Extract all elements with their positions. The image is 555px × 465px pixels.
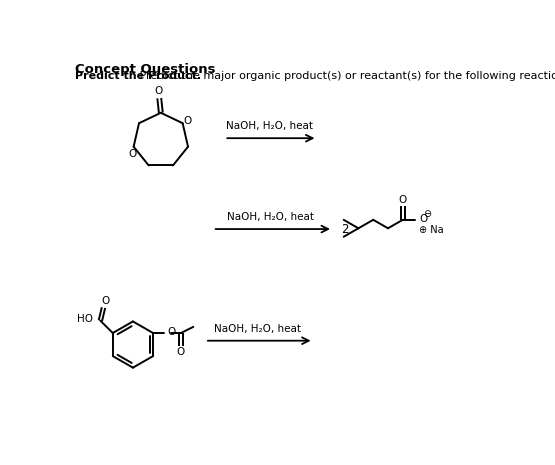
- Text: O: O: [128, 149, 136, 159]
- Text: 2: 2: [341, 223, 348, 236]
- Text: O: O: [183, 116, 191, 126]
- Text: Predict the major organic product(s) or reactant(s) for the following reactions.: Predict the major organic product(s) or …: [136, 71, 555, 81]
- Text: Concept Questions: Concept Questions: [75, 63, 215, 76]
- Text: O: O: [398, 195, 407, 205]
- Text: HO: HO: [77, 314, 93, 324]
- Text: O: O: [419, 214, 427, 224]
- Text: NaOH, H₂O, heat: NaOH, H₂O, heat: [226, 121, 313, 131]
- Text: O: O: [154, 86, 163, 96]
- Text: ⊖: ⊖: [423, 209, 431, 219]
- Text: O: O: [177, 347, 185, 357]
- Text: O: O: [101, 296, 109, 306]
- Text: Predict the Product.: Predict the Product.: [75, 71, 201, 81]
- Text: O: O: [168, 327, 176, 337]
- Text: ⊕ Na: ⊕ Na: [419, 225, 443, 235]
- Text: NaOH, H₂O, heat: NaOH, H₂O, heat: [228, 212, 314, 222]
- Text: NaOH, H₂O, heat: NaOH, H₂O, heat: [214, 324, 301, 334]
